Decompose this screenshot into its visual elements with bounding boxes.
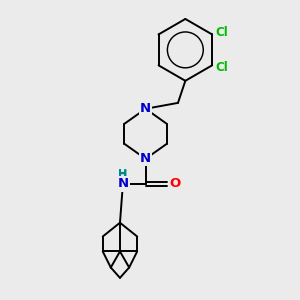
Text: N: N <box>117 177 128 190</box>
Text: Cl: Cl <box>216 61 228 74</box>
Text: N: N <box>140 102 151 115</box>
Text: N: N <box>117 177 128 190</box>
Text: H: H <box>118 169 128 179</box>
Text: O: O <box>170 177 181 190</box>
Text: O: O <box>169 177 180 190</box>
Text: H: H <box>118 170 128 180</box>
Text: N: N <box>140 152 151 165</box>
Text: N: N <box>140 102 151 115</box>
Text: Cl: Cl <box>216 26 228 39</box>
Text: N: N <box>140 152 151 165</box>
